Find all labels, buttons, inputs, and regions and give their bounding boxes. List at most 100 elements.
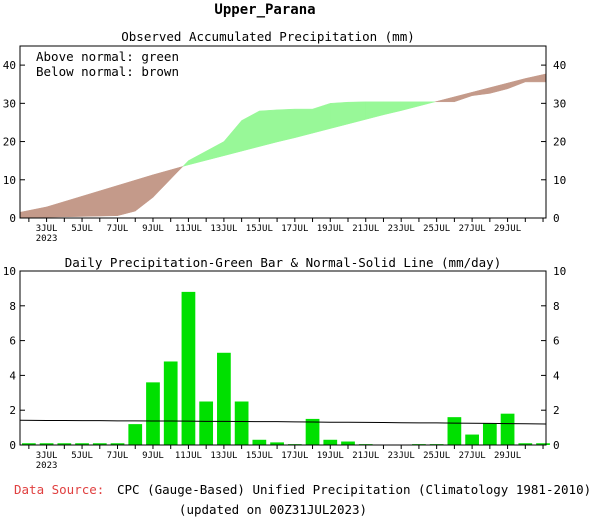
accumulated-ytick-label-left: 10 (3, 174, 16, 187)
daily-xtick-label: 29JUL (494, 451, 521, 461)
accumulated-xtick-label: 5JUL (71, 224, 93, 234)
above-normal-area (383, 102, 401, 115)
above-normal-area (242, 111, 260, 151)
daily-precip-bar (323, 440, 337, 445)
below-normal-area (525, 74, 546, 82)
accumulated-ytick-label-right: 40 (553, 59, 566, 72)
daily-xtick-label: 21JUL (352, 451, 379, 461)
daily-chart: Daily Precipitation-Green Bar & Normal-S… (3, 255, 567, 471)
accumulated-xtick-label: 15JUL (246, 224, 273, 234)
daily-ytick-label-left: 2 (9, 404, 16, 417)
below-normal-area (47, 202, 65, 218)
daily-precip-bar (182, 292, 196, 445)
daily-xtick-label: 19JUL (317, 451, 344, 461)
below-normal-area (454, 92, 472, 102)
daily-ytick-label-left: 8 (9, 300, 16, 313)
daily-precip-bar (448, 417, 462, 445)
accumulated-legend: Above normal: green Below normal: brown (36, 49, 179, 79)
above-normal-area (348, 102, 366, 124)
accumulated-ytick-label-left: 20 (3, 136, 16, 149)
accumulated-xtick-label: 17JUL (281, 224, 308, 234)
daily-precip-bar (199, 402, 213, 446)
above-normal-area (206, 142, 224, 161)
footer: Data Source: CPC (Gauge-Based) Unified P… (14, 482, 590, 517)
daily-frame (20, 271, 546, 445)
below-normal-area (100, 186, 118, 217)
daily-precip-bar (501, 414, 515, 445)
daily-precip-bar (146, 382, 160, 445)
daily-ytick-label-right: 8 (553, 300, 560, 313)
accumulated-xtick-label: 21JUL (352, 224, 379, 234)
daily-xtick-label: 3JUL (36, 451, 58, 461)
daily-ytick-label-left: 10 (3, 265, 16, 278)
accumulated-ytick-label-right: 20 (553, 136, 566, 149)
below-normal-area (508, 78, 526, 88)
below-normal-area (153, 170, 171, 198)
daily-xtick-label: 23JUL (388, 451, 415, 461)
accumulated-ytick-label-right: 0 (553, 212, 560, 225)
daily-ytick-label-left: 0 (9, 439, 16, 452)
normal-line (20, 420, 546, 424)
daily-precip-bar (164, 361, 178, 445)
below-normal-area (82, 191, 100, 217)
accumulated-xtick-label: 25JUL (423, 224, 450, 234)
accumulated-xtick-label: 11JUL (175, 224, 202, 234)
daily-precip-bar (128, 424, 142, 445)
above-normal-area (183, 161, 189, 167)
daily-xtick-label: 25JUL (423, 451, 450, 461)
daily-ytick-label-right: 4 (553, 369, 560, 382)
above-normal-area (419, 102, 435, 106)
daily-chart-title: Daily Precipitation-Green Bar & Normal-S… (65, 255, 502, 270)
above-normal-area (330, 102, 348, 128)
accumulated-ytick-label-left: 40 (3, 59, 16, 72)
accumulated-xtick-label: 13JUL (210, 224, 237, 234)
daily-precip-bar (235, 402, 249, 446)
daily-xtick-label: 13JUL (210, 451, 237, 461)
below-normal-area (171, 166, 183, 179)
daily-ytick-label-right: 10 (553, 265, 566, 278)
daily-precip-bar (252, 440, 266, 445)
above-normal-area (277, 109, 295, 142)
daily-precip-bar (465, 435, 479, 445)
daily-xtick-label: 27JUL (459, 451, 486, 461)
daily-precip-bar (483, 423, 497, 445)
above-normal-area (313, 103, 331, 133)
daily-precip-bar (306, 419, 320, 445)
below-normal-area (472, 88, 490, 96)
below-normal-area (490, 83, 508, 93)
accumulated-ytick-label-left: 30 (3, 97, 16, 110)
below-normal-area (437, 97, 455, 102)
daily-year-label: 2023 (36, 461, 58, 471)
above-normal-area (295, 109, 313, 138)
accumulated-xtick-label: 19JUL (317, 224, 344, 234)
accumulated-year-label: 2023 (36, 234, 58, 244)
daily-xtick-label: 7JUL (107, 451, 129, 461)
above-normal-area (259, 110, 277, 147)
above-normal-area (188, 151, 206, 165)
daily-ytick-label-left: 4 (9, 369, 16, 382)
daily-xtick-label: 9JUL (142, 451, 164, 461)
daily-xtick-label: 15JUL (246, 451, 273, 461)
accumulated-xtick-label: 7JUL (107, 224, 129, 234)
accumulated-xtick-label: 27JUL (459, 224, 486, 234)
daily-ytick-label-right: 6 (553, 335, 560, 348)
daily-precip-bar (341, 442, 355, 445)
data-source-label: Data Source: (14, 482, 104, 497)
accumulated-xtick-label: 29JUL (494, 224, 521, 234)
daily-ytick-label-right: 2 (553, 404, 560, 417)
below-normal-area (118, 180, 136, 216)
daily-ytick-label-right: 0 (553, 439, 560, 452)
legend-above-normal: Above normal: green (36, 49, 179, 64)
accumulated-ytick-label-right: 30 (553, 97, 566, 110)
daily-xtick-label: 11JUL (175, 451, 202, 461)
daily-precip-bar (217, 353, 231, 445)
accumulated-chart: Observed Accumulated Precipitation (mm) … (3, 29, 567, 244)
below-normal-area (20, 207, 47, 218)
updated-text: (updated on 00Z31JUL2023) (179, 502, 367, 517)
region-title: Upper_Parana (214, 2, 315, 18)
below-normal-area (135, 175, 153, 211)
above-normal-area (224, 121, 242, 156)
